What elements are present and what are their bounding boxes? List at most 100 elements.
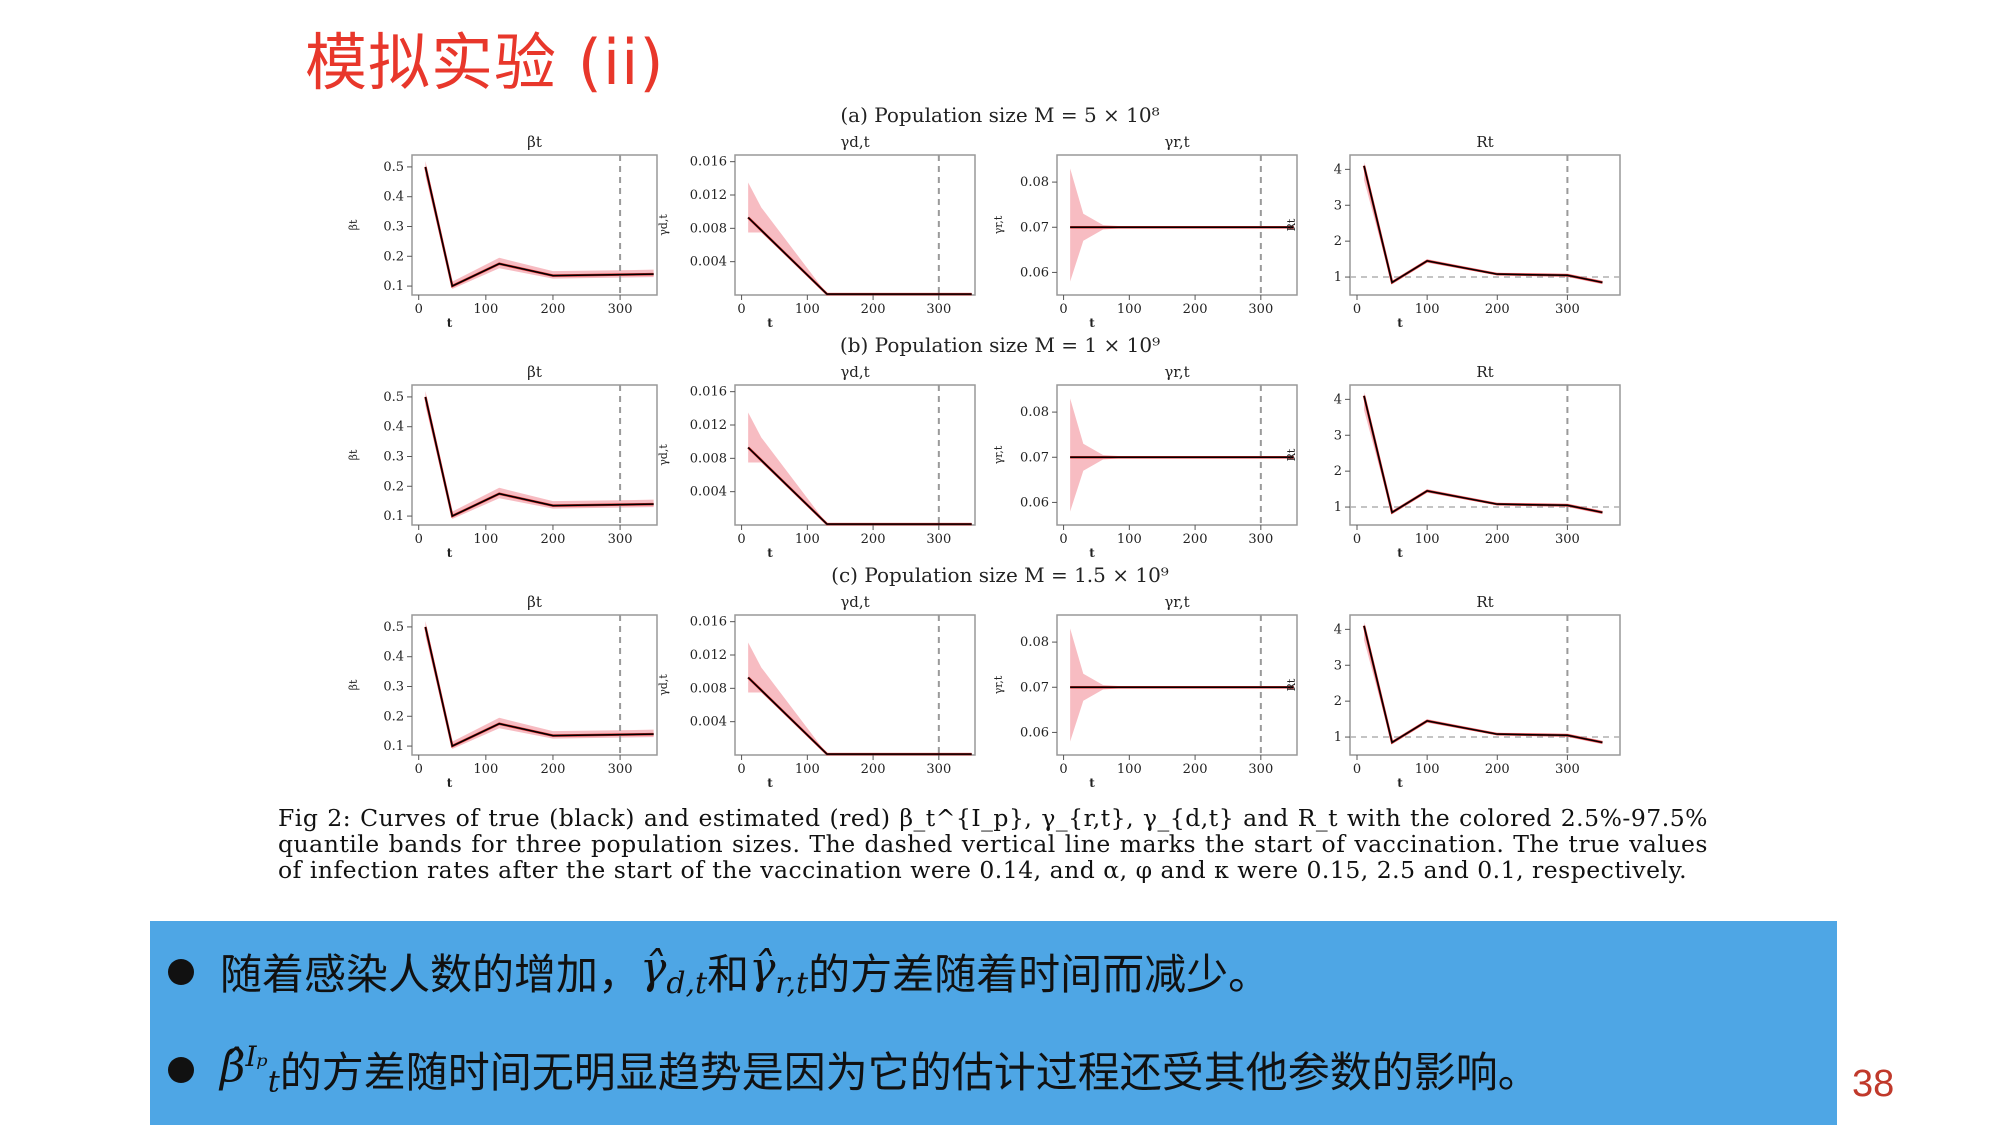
y-tick-label: 0.5 [383,390,404,405]
y-tick-label: 0.08 [1020,175,1049,190]
x-tick-label: 200 [861,762,886,777]
panel-title: Rt [1476,133,1493,151]
quantile-band [425,160,654,290]
panel-title: Rt [1476,363,1493,381]
plot-frame [734,614,976,756]
x-tick-label: 100 [1415,302,1440,317]
x-tick-label: 0 [1353,532,1361,547]
y-tick-label: 1 [1334,500,1342,515]
y-tick-label: 0.3 [383,219,404,234]
row-title: (a) Population size M = 5 × 10⁸ [840,103,1159,127]
panel-title: γd,t [840,363,869,381]
page-number: 38 [1852,1063,1895,1105]
x-axis-label: t [1397,776,1403,790]
x-tick-label: 300 [1248,762,1273,777]
panel-title: γr,t [1164,133,1189,151]
quantile-band [748,412,972,525]
y-tick-label: 1 [1334,270,1342,285]
x-tick-label: 100 [795,762,820,777]
y-tick-label: 0.004 [690,255,727,270]
y-tick-label: 0.3 [383,449,404,464]
x-tick-label: 100 [1117,532,1142,547]
x-axis-label: t [447,776,453,790]
bullet-1-post: 的方差随着时间而减少。 [808,950,1271,999]
bullet-1-mid: 和 [707,950,750,999]
x-tick-label: 0 [737,762,745,777]
x-tick-label: 200 [1183,302,1208,317]
x-tick-label: 300 [926,762,951,777]
x-tick-label: 300 [1248,302,1273,317]
x-tick-label: 200 [861,302,886,317]
y-tick-label: 0.1 [383,739,404,754]
x-tick-label: 100 [1117,302,1142,317]
x-tick-label: 300 [1555,762,1580,777]
true-curve [1363,625,1603,744]
x-axis-label: t [1089,546,1095,560]
y-tick-label: 3 [1334,658,1342,673]
bullet-1: 随着感染人数的增加， γ̂d,t 和 γ̂r,t 的方差随着时间而减少。 [168,941,1270,1002]
x-tick-label: 100 [473,762,498,777]
quantile-band [748,642,972,755]
y-tick-label: 0.012 [690,648,727,663]
true-curve [424,626,654,748]
x-axis-label: t [1089,316,1095,330]
y-axis-label: βt [347,219,360,230]
x-axis-label: t [767,776,773,790]
panel-title: βt [527,363,542,381]
x-tick-label: 300 [926,302,951,317]
x-tick-label: 100 [1415,762,1440,777]
true-curve [1363,395,1603,514]
x-axis-label: t [767,316,773,330]
bullet-dot-icon [168,958,194,985]
bullet-1-math-1: γ̂ [640,942,667,994]
y-tick-label: 0.016 [690,615,727,630]
x-tick-label: 200 [1183,532,1208,547]
y-tick-label: 0.4 [383,650,404,665]
y-tick-label: 0.2 [383,479,404,494]
y-tick-label: 0.07 [1020,680,1049,695]
x-tick-label: 100 [473,532,498,547]
x-tick-label: 200 [1485,302,1510,317]
y-axis-label: Rt [1285,448,1298,461]
panel-title: γr,t [1164,363,1189,381]
x-tick-label: 0 [1353,762,1361,777]
y-axis-label: Rt [1285,218,1298,231]
true-curve [747,676,972,755]
x-tick-label: 200 [541,762,566,777]
x-tick-label: 100 [795,532,820,547]
x-axis-label: t [767,546,773,560]
plot-frame [734,384,976,526]
y-tick-label: 3 [1334,198,1342,213]
bullet-2-beta: β̂Iₚt [220,1040,280,1099]
y-axis-label: γr,t [992,215,1005,234]
x-tick-label: 100 [1415,532,1440,547]
true-curve [1363,165,1603,284]
x-tick-label: 300 [608,532,633,547]
x-tick-label: 0 [737,302,745,317]
y-axis-label: γr,t [992,675,1005,694]
slide-title: 模拟实验 (ii) [305,26,665,99]
x-axis-label: t [447,316,453,330]
y-tick-label: 3 [1334,428,1342,443]
y-tick-label: 0.2 [383,249,404,264]
bullet-2-post: 的方差随时间无明显趋势是因为它的估计过程还受其他参数的影响。 [279,1048,1540,1097]
x-tick-label: 300 [608,302,633,317]
y-tick-label: 0.2 [383,709,404,724]
y-tick-label: 4 [1334,162,1342,177]
y-tick-label: 1 [1334,730,1342,745]
y-tick-label: 0.06 [1020,265,1049,280]
panel-title: βt [527,133,542,151]
x-tick-label: 0 [415,762,423,777]
y-tick-label: 0.07 [1020,450,1049,465]
x-tick-label: 300 [1555,532,1580,547]
y-tick-label: 0.3 [383,679,404,694]
x-axis-label: t [447,546,453,560]
panel-title: γd,t [840,133,869,151]
x-tick-label: 100 [795,302,820,317]
x-tick-label: 0 [1353,302,1361,317]
x-tick-label: 200 [1485,762,1510,777]
bullet-1-gamma-r: γ̂r,t [749,943,808,1001]
y-tick-label: 2 [1334,234,1342,249]
row-title: (b) Population size M = 1 × 10⁹ [840,333,1160,357]
y-axis-label: γd,t [657,214,670,236]
